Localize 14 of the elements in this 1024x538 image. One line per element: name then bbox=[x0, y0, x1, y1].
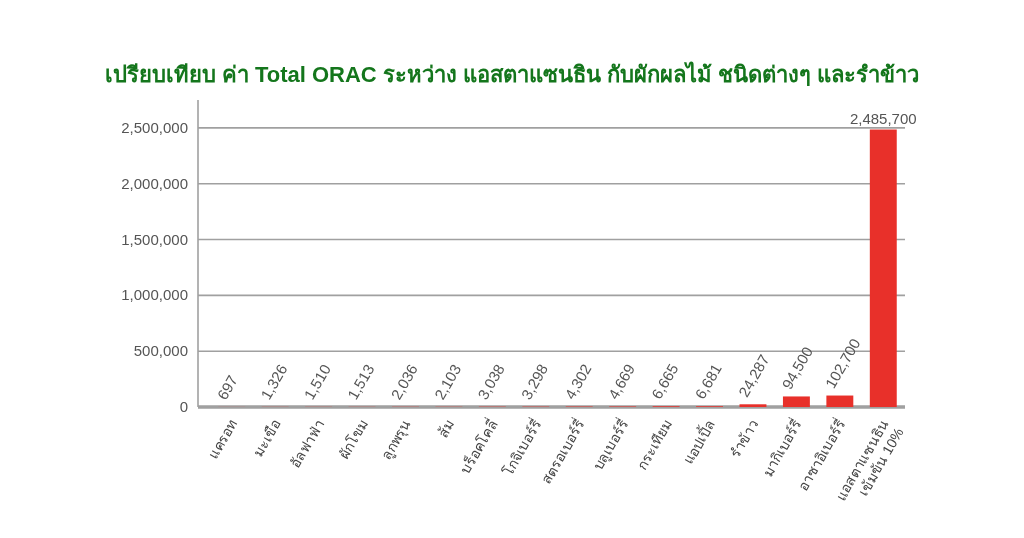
bar bbox=[826, 395, 854, 407]
bar bbox=[739, 404, 767, 407]
y-tick-label: 500,000 bbox=[133, 342, 188, 360]
bar bbox=[869, 129, 897, 407]
y-tick-label: 2,000,000 bbox=[121, 174, 188, 192]
y-tick-label: 1,500,000 bbox=[121, 230, 188, 248]
x-tick-label: ส้ม bbox=[434, 416, 458, 441]
y-tick-label: 0 bbox=[179, 398, 188, 415]
y-tick-label: 2,500,000 bbox=[121, 118, 188, 136]
y-tick-label: 1,000,000 bbox=[121, 286, 188, 304]
data-label: 2,485,700 bbox=[849, 109, 917, 127]
chart-title: เปรียบเทียบ ค่า Total ORAC ระหว่าง แอสตาแซนธิน กับผักผลไม้ ชนิดต่างๆ และรำข้าว bbox=[104, 61, 920, 87]
bar bbox=[782, 396, 810, 407]
data-label: 697 bbox=[213, 372, 241, 403]
